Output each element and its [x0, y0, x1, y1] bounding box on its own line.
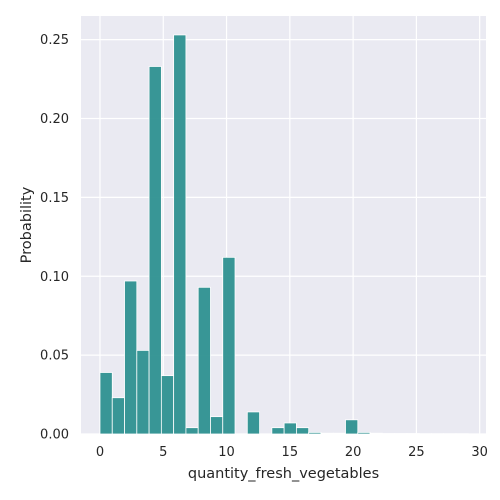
y-tick-label: 0.15	[40, 191, 69, 206]
histogram-bar	[357, 432, 371, 435]
histogram-bars	[99, 34, 469, 435]
x-tick-labels: 0 5 10 15 20 25 30	[96, 445, 488, 460]
y-tick-label: 0.25	[40, 33, 69, 48]
histogram-bar	[185, 427, 199, 435]
histogram-bar	[455, 433, 469, 435]
histogram-bar	[210, 416, 224, 435]
x-tick-label: 5	[159, 445, 167, 460]
x-tick-label: 25	[408, 445, 425, 460]
histogram-bar	[381, 433, 396, 435]
y-tick-labels: 0.00 0.05 0.10 0.15 0.20 0.25	[40, 33, 69, 442]
histogram-bar	[111, 397, 125, 435]
histogram-bar	[136, 349, 150, 435]
histogram-bar	[369, 432, 383, 435]
x-tick-label: 30	[471, 445, 488, 460]
x-tick-label: 0	[96, 445, 104, 460]
histogram-bar	[406, 433, 420, 435]
histogram-bar	[332, 432, 346, 435]
x-tick-label: 10	[218, 445, 235, 460]
y-tick-label: 0.05	[40, 349, 69, 364]
histogram-bar	[148, 66, 162, 435]
histogram-bar	[394, 433, 408, 435]
histogram-bar	[124, 280, 138, 435]
histogram-bar	[418, 433, 432, 435]
histogram-bar	[197, 286, 211, 435]
histogram-bar	[246, 411, 260, 435]
histogram-bar	[160, 375, 175, 435]
x-tick-label: 20	[345, 445, 362, 460]
y-tick-label: 0.10	[40, 270, 69, 285]
histogram-bar	[271, 427, 285, 435]
histogram-bar	[345, 419, 359, 435]
histogram-bar	[431, 433, 445, 435]
histogram-bar	[222, 256, 236, 435]
histogram-bar	[283, 422, 297, 435]
x-axis-label: quantity_fresh_vegetables	[188, 466, 379, 482]
y-tick-label: 0.20	[40, 112, 69, 127]
histogram-bar	[308, 432, 322, 435]
histogram-bar	[296, 427, 310, 435]
y-tick-label: 0.00	[40, 428, 69, 443]
histogram-bar	[443, 433, 457, 435]
histogram-bar	[173, 34, 187, 435]
x-tick-label: 15	[282, 445, 299, 460]
histogram-bar	[320, 432, 334, 435]
y-axis-label: Probability	[19, 186, 35, 263]
histogram-bar	[99, 372, 113, 435]
